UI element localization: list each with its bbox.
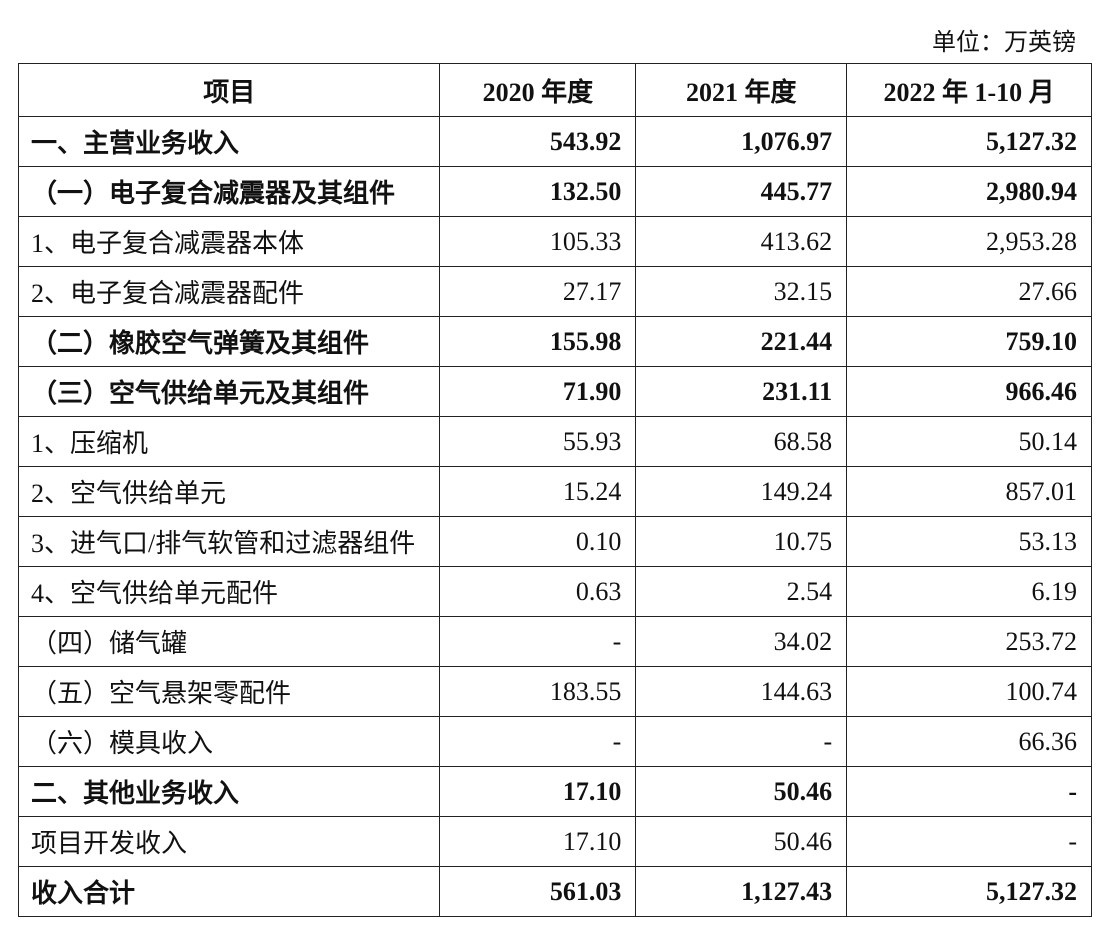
value-cell: - — [846, 766, 1092, 817]
value-cell: 132.50 — [439, 166, 637, 217]
value-cell: 17.10 — [439, 816, 637, 867]
row-label: 1、压缩机 — [17, 416, 441, 467]
value-cell: 221.44 — [635, 316, 848, 367]
table-row: 二、其他业务收入 17.10 50.46- — [17, 766, 1092, 817]
value-cell: 2.54 — [635, 566, 848, 617]
value-cell: 1,076.97 — [635, 116, 848, 167]
value-cell: 50.46 — [635, 766, 848, 817]
row-label: （四）储气罐 — [17, 616, 441, 667]
value-cell: 100.74 — [846, 666, 1092, 717]
table-row: （二）橡胶空气弹簧及其组件 155.98 221.44 759.10 — [17, 316, 1092, 367]
header-cell: 2022 年 1-10 月 — [846, 63, 1092, 117]
value-cell: 966.46 — [846, 366, 1092, 417]
table-row: 3、进气口/排气软管和过滤器组件 0.10 10.75 53.13 — [17, 516, 1092, 567]
value-cell: 2,980.94 — [846, 166, 1092, 217]
row-label: （五）空气悬架零配件 — [17, 666, 441, 717]
row-label: 2、电子复合减震器配件 — [17, 266, 441, 317]
value-cell: 183.55 — [439, 666, 637, 717]
value-cell: 231.11 — [635, 366, 848, 417]
value-cell: 0.10 — [439, 516, 637, 567]
value-cell: 155.98 — [439, 316, 637, 367]
header-cell: 2020 年度 — [439, 63, 637, 117]
table-row: 1、压缩机 55.93 68.58 50.14 — [17, 416, 1092, 467]
value-cell: 68.58 — [635, 416, 848, 467]
row-label: 一、主营业务收入 — [17, 116, 441, 167]
value-cell: - — [439, 616, 637, 667]
value-cell: 66.36 — [846, 716, 1092, 767]
table-row: （五）空气悬架零配件 183.55 144.63 100.74 — [17, 666, 1092, 717]
value-cell: 759.10 — [846, 316, 1092, 367]
value-cell: 105.33 — [439, 216, 637, 267]
value-cell: 71.90 — [439, 366, 637, 417]
value-cell: - — [635, 716, 848, 767]
table-row: 1、电子复合减震器本体 105.33 413.62 2,953.28 — [17, 216, 1092, 267]
table-row: （四）储气罐 -34.02 253.72 — [17, 616, 1092, 667]
value-cell: 50.14 — [846, 416, 1092, 467]
value-cell: 0.63 — [439, 566, 637, 617]
table-row: 4、空气供给单元配件 0.63 2.54 6.19 — [17, 566, 1092, 617]
table-row: 一、主营业务收入 543.92 1,076.97 5,127.32 — [17, 116, 1092, 167]
value-cell: 53.13 — [846, 516, 1092, 567]
value-cell: 144.63 — [635, 666, 848, 717]
row-label: 4、空气供给单元配件 — [17, 566, 441, 617]
value-cell: 5,127.32 — [846, 116, 1092, 167]
row-label: 2、空气供给单元 — [17, 466, 441, 517]
value-cell: 15.24 — [439, 466, 637, 517]
value-cell: - — [439, 716, 637, 767]
table-row: （一）电子复合减震器及其组件 132.50 445.77 2,980.94 — [17, 166, 1092, 217]
value-cell: 27.66 — [846, 266, 1092, 317]
row-label: 3、进气口/排气软管和过滤器组件 — [17, 516, 441, 567]
value-cell: 561.03 — [439, 866, 637, 917]
row-label: 1、电子复合减震器本体 — [17, 216, 441, 267]
table-row: 收入合计 561.03 1,127.43 5,127.32 — [17, 866, 1092, 917]
row-label: （六）模具收入 — [17, 716, 441, 767]
value-cell: 149.24 — [635, 466, 848, 517]
row-label: 收入合计 — [17, 866, 441, 917]
table-row: 2、空气供给单元 15.24 149.24 857.01 — [17, 466, 1092, 517]
value-cell: 5,127.32 — [846, 866, 1092, 917]
value-cell: - — [846, 816, 1092, 867]
table-row: 项目开发收入 17.10 50.46- — [17, 816, 1092, 867]
revenue-table: 项目 2020 年度 2021 年度 2022 年 1-10 月 一、主营业务收入 54… — [17, 63, 1092, 917]
value-cell: 27.17 — [439, 266, 637, 317]
table-row: （六）模具收入 - -66.36 — [17, 716, 1092, 767]
row-label: 项目开发收入 — [17, 816, 441, 867]
header-cell: 2021 年度 — [635, 63, 848, 117]
row-label: （二）橡胶空气弹簧及其组件 — [17, 316, 441, 367]
value-cell: 32.15 — [635, 266, 848, 317]
table-row: 2、电子复合减震器配件 27.17 32.15 27.66 — [17, 266, 1092, 317]
row-label: 二、其他业务收入 — [17, 766, 441, 817]
value-cell: 2,953.28 — [846, 216, 1092, 267]
row-label: （三）空气供给单元及其组件 — [17, 366, 441, 417]
value-cell: 55.93 — [439, 416, 637, 467]
unit-label: 单位：万英镑 — [932, 30, 1076, 56]
header-row: 项目 2020 年度 2021 年度 2022 年 1-10 月 — [17, 63, 1092, 117]
value-cell: 34.02 — [635, 616, 848, 667]
value-cell: 1,127.43 — [635, 866, 848, 917]
table-row: （三）空气供给单元及其组件 71.90 231.11 966.46 — [17, 366, 1092, 417]
value-cell: 445.77 — [635, 166, 848, 217]
value-cell: 6.19 — [846, 566, 1092, 617]
value-cell: 857.01 — [846, 466, 1092, 517]
value-cell: 543.92 — [439, 116, 637, 167]
value-cell: 413.62 — [635, 216, 848, 267]
value-cell: 253.72 — [846, 616, 1092, 667]
value-cell: 10.75 — [635, 516, 848, 567]
value-cell: 17.10 — [439, 766, 637, 817]
value-cell: 50.46 — [635, 816, 848, 867]
header-cell: 项目 — [17, 63, 441, 117]
row-label: （一）电子复合减震器及其组件 — [17, 166, 441, 217]
